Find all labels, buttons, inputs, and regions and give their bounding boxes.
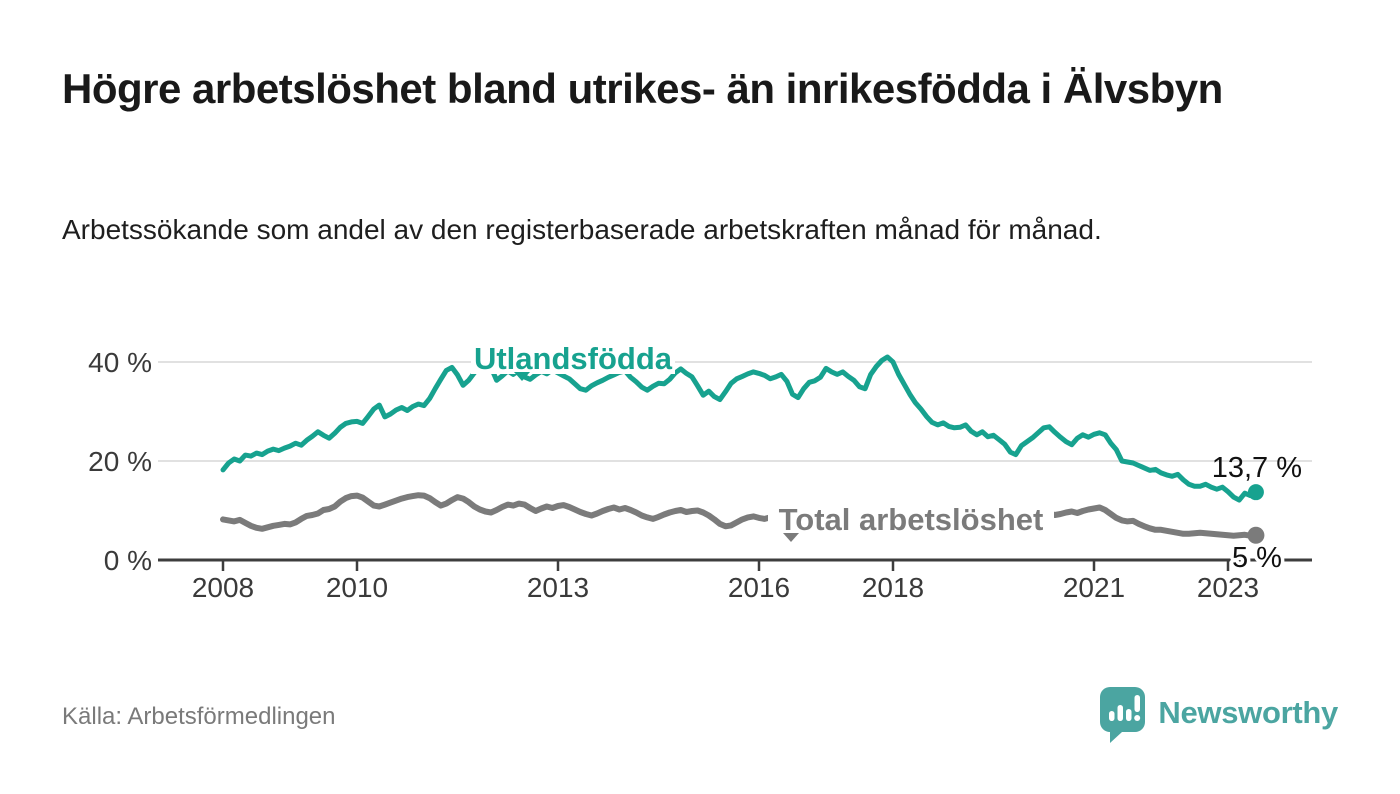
x-tick-label-2013: 2013 (527, 572, 589, 603)
chart-subtitle: Arbetssökande som andel av den registerb… (62, 214, 1102, 245)
x-tick-label-2016: 2016 (728, 572, 790, 603)
x-tick-label-2021: 2021 (1063, 572, 1125, 603)
series-end-dot-total (1247, 526, 1265, 544)
x-tick-label-2008: 2008 (192, 572, 254, 603)
series-label-utlandsfodda: Utlandsfödda (474, 341, 673, 376)
y-tick-label-0: 0 % (104, 545, 152, 576)
series-label-bg (768, 502, 1054, 535)
series-label-caret (783, 533, 799, 542)
brand-name: Newsworthy (1158, 695, 1338, 730)
x-tick-label-2018: 2018 (862, 572, 924, 603)
logo-bar-1 (1109, 711, 1115, 721)
series-end-dot-utlandsfodda (1247, 484, 1264, 501)
logo-exclamation-bar (1134, 695, 1141, 712)
x-tick-label-2010: 2010 (326, 572, 388, 603)
end-value-label-utlandsfodda: 13,7 % (1212, 452, 1302, 484)
series-line-total (220, 492, 1259, 539)
source-caption: Källa: Arbetsförmedlingen (62, 703, 336, 730)
series-label-caret (514, 372, 530, 381)
end-value-label-total: 5 % (1232, 542, 1282, 574)
x-tick-label-2023: 2023 (1197, 572, 1259, 603)
newsworthy-brand: Newsworthy (1099, 686, 1338, 744)
series-line-utlandsfodda (220, 354, 1259, 503)
logo-exclamation-dot (1134, 715, 1141, 721)
y-tick-label-40: 40 % (88, 347, 152, 378)
page-title: Högre arbetslöshet bland utrikes- än inr… (62, 65, 1223, 112)
logo-bar-2 (1117, 705, 1124, 721)
logo-bar-3 (1126, 709, 1132, 721)
y-tick-label-20: 20 % (88, 446, 152, 477)
newsworthy-logo-icon (1100, 687, 1146, 743)
series-label-bg (471, 341, 675, 374)
series-label-total: Total arbetslöshet (779, 502, 1044, 537)
